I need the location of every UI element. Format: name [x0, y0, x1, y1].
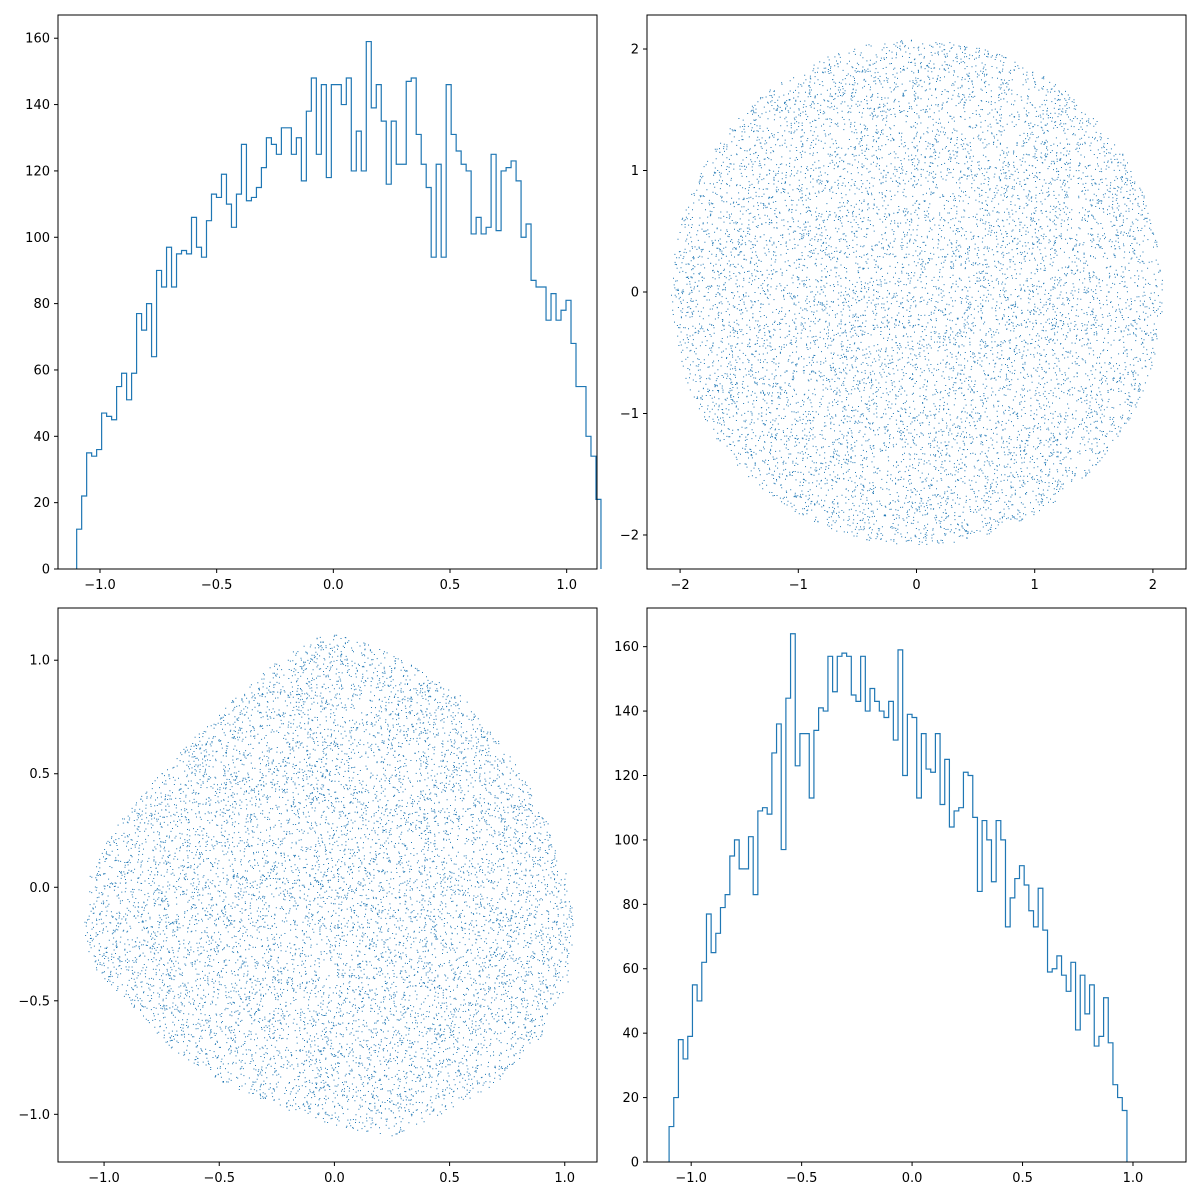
x-tick-label: 0.0 [324, 1171, 345, 1186]
y-tick-label: −2 [620, 528, 639, 543]
plot-area [671, 39, 1163, 546]
y-tick-label: 1.0 [29, 654, 50, 669]
x-tick-label: −1.0 [675, 1171, 707, 1186]
x-tick-label: 0.0 [323, 578, 344, 593]
histogram-step-line [76, 40, 602, 569]
plot-area [668, 633, 1128, 1162]
y-tick-label: 120 [25, 164, 50, 179]
axes-frame [57, 607, 598, 1163]
y-tick-label: 160 [25, 32, 50, 47]
x-tick-label: 0.0 [902, 1171, 923, 1186]
x-tick-label: 1.0 [1123, 1171, 1144, 1186]
plot-area [76, 40, 602, 569]
x-tick-label: 1 [1031, 578, 1039, 593]
y-tick-label: 160 [614, 640, 639, 655]
scatter-points [84, 634, 574, 1137]
y-tick-label: 40 [33, 430, 50, 445]
y-tick-label: −1 [620, 407, 639, 422]
y-tick-label: 60 [33, 363, 50, 378]
y-tick-label: 140 [25, 98, 50, 113]
x-tick-label: −0.5 [201, 578, 233, 593]
x-tick-label: 1.0 [554, 1171, 575, 1186]
plot-area [84, 634, 574, 1137]
x-tick-label: −1.0 [88, 1171, 120, 1186]
y-tick-label: 0 [42, 563, 50, 578]
y-tick-label: 2 [631, 43, 639, 58]
x-tick-label: 0 [912, 578, 920, 593]
y-tick-label: −0.5 [18, 994, 50, 1009]
y-tick-label: 1 [631, 164, 639, 179]
y-tick-label: 0 [631, 286, 639, 301]
axes-frame [646, 607, 1187, 1163]
axes-frame [646, 14, 1187, 570]
y-tick-label: −1.0 [18, 1108, 50, 1123]
axes-frame [57, 14, 598, 570]
scatter-points [671, 39, 1163, 546]
y-tick-label: 40 [622, 1027, 639, 1042]
histogram-top-left: −1.0 −0.5 0.0 0.5 1.0 0 20 40 60 80 100 120 140 160 [25, 14, 602, 593]
y-tick-label: 100 [25, 231, 50, 246]
scatter-top-right: −2 −1 0 1 2 −2 −1 0 1 2 [620, 14, 1187, 593]
histogram-step-line [668, 633, 1128, 1162]
x-tick-label: 2 [1149, 578, 1157, 593]
scatter-bottom-left: −1.0 −0.5 0.0 0.5 1.0 −1.0 −0.5 0.0 0.5 1.0 [18, 607, 598, 1186]
x-tick-label: −0.5 [786, 1171, 818, 1186]
y-tick-label: 80 [33, 297, 50, 312]
y-tick-label: 0.0 [29, 881, 50, 896]
x-tick-label: −1 [789, 578, 808, 593]
x-tick-label: 0.5 [440, 578, 461, 593]
y-tick-label: 20 [33, 496, 50, 511]
y-tick-label: 140 [614, 705, 639, 720]
x-tick-label: 0.5 [1012, 1171, 1033, 1186]
x-tick-label: −2 [671, 578, 690, 593]
y-tick-label: 120 [614, 769, 639, 784]
x-tick-label: 0.5 [439, 1171, 460, 1186]
x-tick-label: −1.0 [84, 578, 116, 593]
y-tick-label: 0 [631, 1156, 639, 1171]
x-tick-label: −0.5 [203, 1171, 235, 1186]
y-tick-label: 0.5 [29, 767, 50, 782]
y-tick-label: 80 [622, 898, 639, 913]
histogram-bottom-right: −1.0 −0.5 0.0 0.5 1.0 0 20 40 60 80 100 120 140 160 [614, 607, 1187, 1186]
y-tick-label: 60 [622, 962, 639, 977]
y-tick-label: 20 [622, 1091, 639, 1106]
y-tick-label: 100 [614, 833, 639, 848]
x-tick-label: 1.0 [556, 578, 577, 593]
